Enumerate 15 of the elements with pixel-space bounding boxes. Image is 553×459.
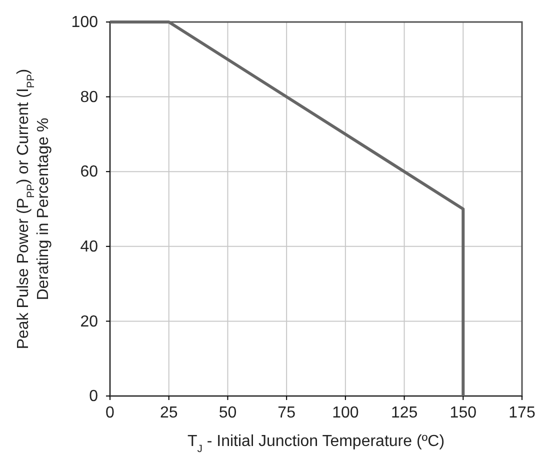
y-tick-label: 100: [71, 14, 98, 32]
x-tick-label: 75: [278, 404, 296, 422]
y-tick-label: 40: [80, 238, 98, 256]
x-tick-label: 0: [106, 404, 115, 422]
x-tick-label: 150: [450, 404, 477, 422]
y-tick-label: 0: [89, 388, 98, 406]
y-tick-label: 20: [80, 313, 98, 330]
x-tick-label: 175: [508, 404, 536, 422]
y-tick-label: 60: [80, 164, 98, 181]
x-tick-label: 125: [390, 404, 418, 422]
x-tick-label: 25: [160, 404, 178, 422]
x-tick-label: 50: [218, 404, 237, 422]
x-tick-label: 100: [332, 404, 359, 422]
y-tick-label: 80: [80, 88, 98, 106]
x-axis-title: T$_{J}$ - Initial Junction Temperature (ºC): [187, 433, 445, 454]
